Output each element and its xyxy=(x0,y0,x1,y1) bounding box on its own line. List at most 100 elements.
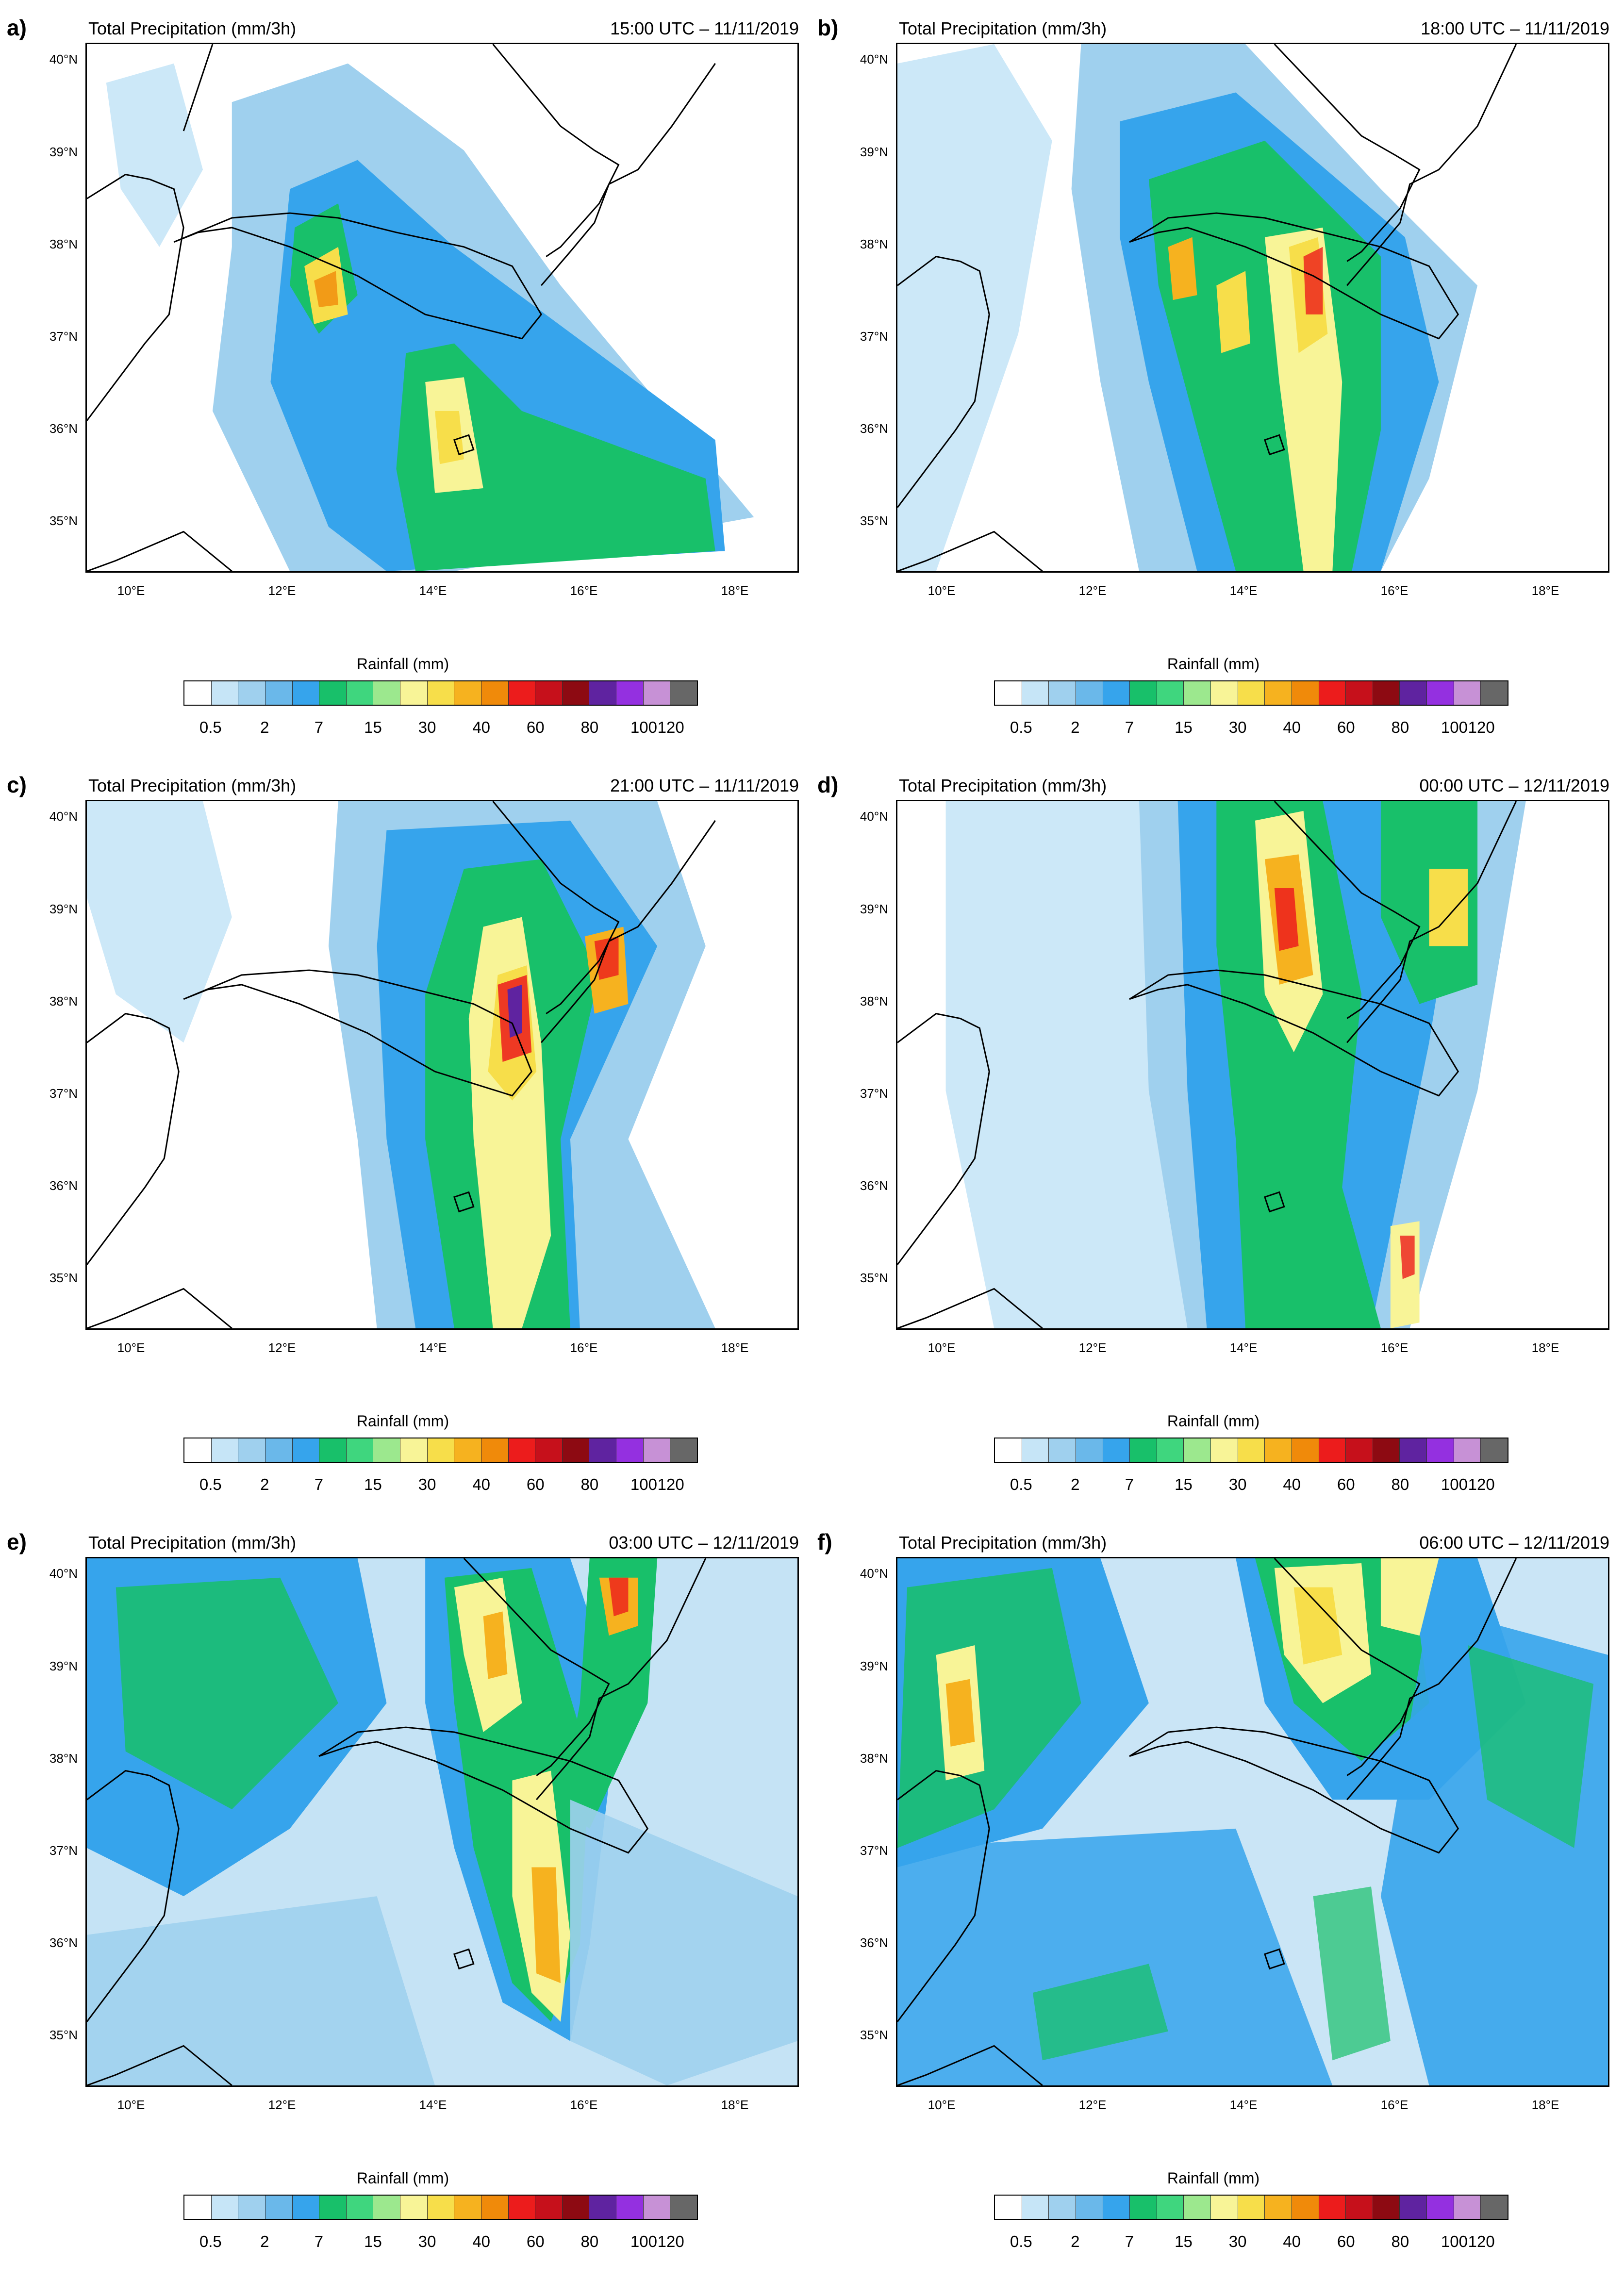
legend-color-cell xyxy=(238,2196,265,2219)
legend-color-cell xyxy=(427,2196,455,2219)
legend-tick-label: 80 xyxy=(1391,1475,1409,1493)
legend-tick-label: 7 xyxy=(314,718,324,736)
legend-color-cell xyxy=(184,2196,212,2219)
lon-label-14: 14°E xyxy=(1229,583,1258,598)
panel-letter: f) xyxy=(817,1529,832,1554)
legend-tick-label: 30 xyxy=(1228,2232,1247,2250)
legend-color-cell xyxy=(481,1438,509,1462)
lat-label-38: 38°N xyxy=(860,237,888,251)
legend-color-cell xyxy=(373,681,400,705)
lat-label-35: 35°N xyxy=(860,1271,888,1285)
lon-label-18: 18°E xyxy=(1531,1340,1559,1355)
map-svg xyxy=(897,1558,1608,2085)
legend-tick-label: 7 xyxy=(314,2232,324,2250)
legend-tick-label: 80 xyxy=(580,2232,599,2250)
legend-tick-label: 0.5 xyxy=(199,1475,222,1493)
lat-label-35: 35°N xyxy=(49,2028,78,2042)
legend-tick-label: 7 xyxy=(314,1475,324,1493)
legend-tick-label: 30 xyxy=(1228,718,1247,736)
legend-color-cell xyxy=(1346,681,1373,705)
legend-color-cell xyxy=(1022,1438,1049,1462)
lon-label-12: 12°E xyxy=(1078,1340,1107,1355)
legend-tick-label: 0.5 xyxy=(1010,1475,1032,1493)
legend-color-cell xyxy=(589,1438,616,1462)
legend-color-cell xyxy=(481,2196,509,2219)
lat-label-37: 37°N xyxy=(860,1843,888,1858)
legend-color-cell xyxy=(481,681,509,705)
legend-color-cell xyxy=(535,1438,563,1462)
legend-color-cell xyxy=(1265,681,1292,705)
lat-label-40: 40°N xyxy=(860,52,888,66)
lat-label-37: 37°N xyxy=(49,1086,78,1101)
legend-color-cell xyxy=(346,681,374,705)
legend-tick-label: 120 xyxy=(1468,2232,1495,2250)
precipitation-map xyxy=(85,800,799,1330)
lat-label-35: 35°N xyxy=(860,513,888,528)
legend-color-cell xyxy=(454,2196,481,2219)
legend-color-cell xyxy=(643,1438,671,1462)
panel-title: Total Precipitation (mm/3h) xyxy=(899,776,1107,795)
legend-title: Rainfall (mm) xyxy=(1167,655,1260,673)
legend-color-cell xyxy=(1373,1438,1400,1462)
panel-letter: a) xyxy=(7,15,27,40)
legend-tick-label: 40 xyxy=(1283,718,1301,736)
lat-label-37: 37°N xyxy=(860,1086,888,1101)
legend-color-cell xyxy=(1157,681,1184,705)
legend-color-cell xyxy=(319,1438,347,1462)
legend-color-cell xyxy=(589,681,616,705)
legend-color-cell xyxy=(670,681,697,705)
legend-tick-label: 100 xyxy=(1441,718,1468,736)
legend-color-cell xyxy=(1211,1438,1238,1462)
legend-tick-label: 2 xyxy=(260,718,269,736)
lon-label-10: 10°E xyxy=(928,583,956,598)
legend-color-cell xyxy=(184,681,212,705)
legend-color-cell xyxy=(1427,2196,1454,2219)
legend-color-cell xyxy=(427,1438,455,1462)
panel-title: Total Precipitation (mm/3h) xyxy=(88,18,297,38)
lat-label-40: 40°N xyxy=(860,809,888,824)
legend-color-cell xyxy=(670,1438,697,1462)
panel-f: f) Total Precipitation (mm/3h) 06:00 UTC… xyxy=(815,1529,1611,2281)
precipitation-map xyxy=(85,1557,799,2087)
legend-color-cell xyxy=(292,1438,320,1462)
legend-tick-label: 60 xyxy=(1337,2232,1355,2250)
legend-color-cell xyxy=(1130,681,1157,705)
panel-letter: c) xyxy=(7,772,27,797)
legend-color-cell xyxy=(1292,1438,1319,1462)
legend-color-cell xyxy=(238,681,265,705)
legend-color-cell xyxy=(1319,2196,1346,2219)
legend-color-cell xyxy=(535,681,563,705)
map-svg xyxy=(897,44,1517,571)
legend-color-cell xyxy=(238,1438,265,1462)
legend-color-cell xyxy=(643,681,671,705)
legend-tick-label: 60 xyxy=(1337,718,1355,736)
map-svg xyxy=(87,44,754,571)
legend-colorbar xyxy=(183,1438,698,1463)
panel-timestamp: 03:00 UTC – 12/11/2019 xyxy=(609,1533,799,1553)
legend-color-cell xyxy=(1238,681,1265,705)
lon-label-14: 14°E xyxy=(1229,2098,1258,2112)
legend-color-cell xyxy=(454,1438,481,1462)
lon-label-16: 16°E xyxy=(1380,583,1409,598)
legend-color-cell xyxy=(1400,2196,1427,2219)
legend-colorbar xyxy=(994,1438,1508,1463)
panel-timestamp: 21:00 UTC – 11/11/2019 xyxy=(610,776,799,795)
legend-color-cell xyxy=(995,2196,1022,2219)
panel-title: Total Precipitation (mm/3h) xyxy=(899,1533,1107,1553)
legend-color-cell xyxy=(1265,2196,1292,2219)
precipitation-map xyxy=(896,43,1609,573)
legend-tick-label: 7 xyxy=(1125,1475,1134,1493)
lat-label-40: 40°N xyxy=(49,809,78,824)
legend-color-cell xyxy=(1211,681,1238,705)
legend-color-cell xyxy=(616,1438,644,1462)
lon-label-12: 12°E xyxy=(1078,583,1107,598)
lat-label-39: 39°N xyxy=(49,902,78,916)
legend-color-cell xyxy=(1238,1438,1265,1462)
legend-color-cell xyxy=(1373,2196,1400,2219)
lat-label-35: 35°N xyxy=(49,513,78,528)
legend-color-cell xyxy=(1481,681,1508,705)
legend-color-cell xyxy=(1103,1438,1130,1462)
legend-color-cell xyxy=(1481,2196,1508,2219)
precipitation-map xyxy=(896,800,1609,1330)
legend-color-cell xyxy=(1184,1438,1211,1462)
